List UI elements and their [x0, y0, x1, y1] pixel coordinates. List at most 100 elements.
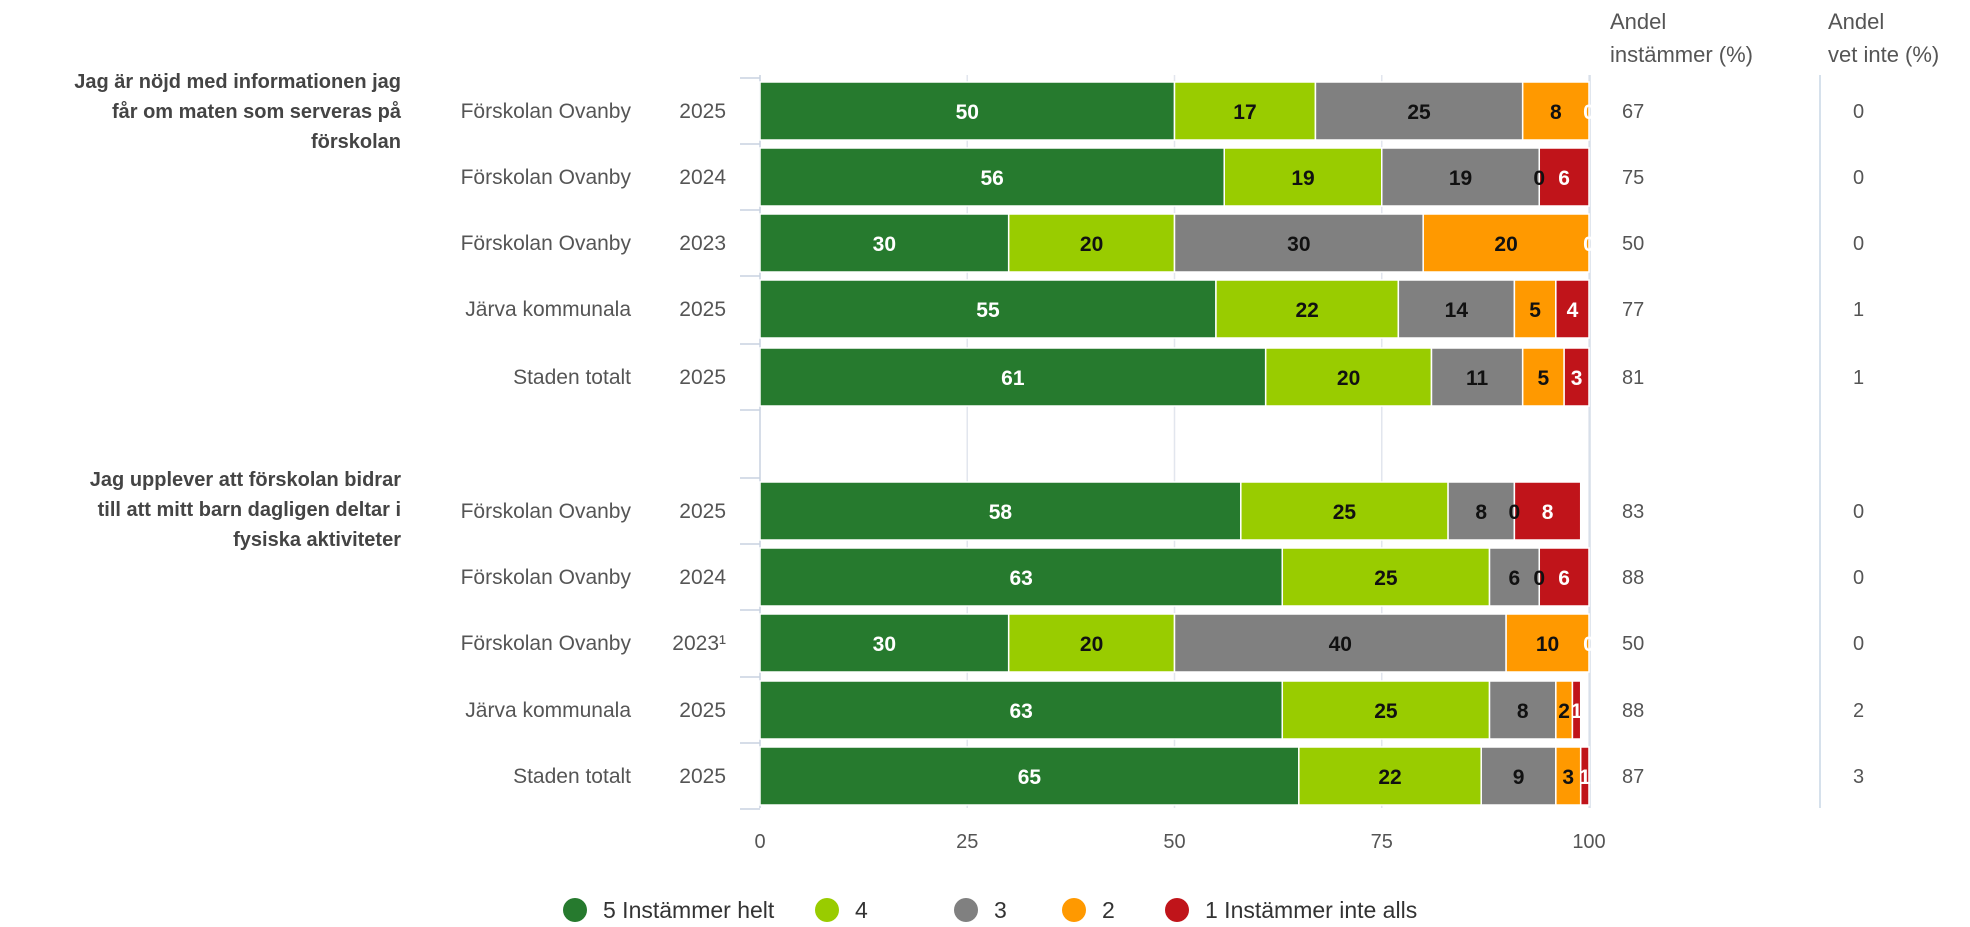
data-label: 0: [1583, 101, 1595, 124]
bar-segment: [1215, 279, 1400, 339]
data-label: 30: [873, 633, 896, 656]
row-name-label: Järva kommunala: [465, 298, 631, 321]
legend-marker[interactable]: [563, 898, 587, 922]
question-label: får om maten som serveras på: [112, 100, 402, 123]
agree-column-header: instämmer (%): [1610, 42, 1753, 67]
data-label: 63: [1009, 567, 1032, 590]
dontknow-column-header: Andel: [1828, 9, 1884, 34]
dontknow-percent: 0: [1853, 567, 1864, 589]
agree-percent: 67: [1622, 101, 1644, 123]
dontknow-percent: 1: [1853, 367, 1864, 389]
row-year-label: 2024: [679, 166, 726, 189]
data-label: 11: [1466, 367, 1489, 390]
bar-segment: [1488, 680, 1557, 740]
agree-percent: 50: [1622, 233, 1644, 255]
legend-marker[interactable]: [1165, 898, 1189, 922]
bar-segment: [1430, 347, 1524, 407]
agree-percent: 87: [1622, 766, 1644, 788]
dontknow-percent: 0: [1853, 167, 1864, 189]
agree-percent: 88: [1622, 567, 1644, 589]
question-label: fysiska aktiviteter: [233, 529, 401, 551]
legend-label[interactable]: 1 Instämmer inte alls: [1205, 897, 1417, 923]
data-label: 63: [1009, 700, 1032, 723]
agree-percent: 77: [1622, 299, 1644, 321]
row-year-label: 2023¹: [672, 632, 726, 655]
data-label: 0: [1583, 233, 1595, 256]
labels: Andel instämmer (%) Andel vet inte (%) Jag ä…: [74, 9, 1939, 789]
dontknow-percent: 1: [1853, 299, 1864, 321]
data-label: 8: [1542, 501, 1554, 524]
data-label: 6: [1509, 567, 1521, 590]
legend-marker[interactable]: [815, 898, 839, 922]
legend-label[interactable]: 3: [994, 897, 1007, 923]
legend-label[interactable]: 5 Instämmer helt: [603, 897, 775, 923]
data-label: 5: [1538, 367, 1550, 390]
bar-segment: [1521, 347, 1565, 407]
agree-percent: 81: [1622, 367, 1644, 389]
row-year-label: 2025: [679, 765, 726, 788]
bar-segment: [1173, 213, 1424, 273]
data-label: 8: [1475, 501, 1487, 524]
bar-segment: [1447, 481, 1516, 541]
bar-segment: [1538, 147, 1590, 207]
dontknow-percent: 2: [1853, 700, 1864, 722]
bar-segment: [1281, 547, 1491, 607]
row-year-label: 2025: [679, 699, 726, 722]
bar-segment: [759, 147, 1225, 207]
x-tick-label: 100: [1572, 831, 1605, 853]
agree-column-header: Andel: [1610, 9, 1666, 34]
data-label: 61: [1001, 367, 1025, 390]
agree-percent: 88: [1622, 700, 1644, 722]
row-name-label: Järva kommunala: [465, 699, 631, 722]
legend-marker[interactable]: [1062, 898, 1086, 922]
bar-segment: [1397, 279, 1516, 339]
data-label: 30: [1287, 233, 1310, 256]
question-label: Jag upplever att förskolan bidrar: [90, 469, 401, 491]
question-label: till att mitt barn dagligen deltar i: [98, 499, 401, 521]
legend[interactable]: 5 Instämmer helt 4 3 2 1 Instämmer inte alls: [563, 897, 1417, 923]
dontknow-percent: 0: [1853, 501, 1864, 523]
data-label: 8: [1550, 101, 1562, 124]
bars: [759, 81, 1590, 806]
data-label: 25: [1374, 700, 1398, 723]
data-label: 5: [1529, 299, 1541, 322]
row-year-label: 2023: [679, 232, 726, 255]
data-label: 9: [1513, 766, 1525, 789]
dontknow-percent: 3: [1853, 766, 1864, 788]
data-label: 65: [1018, 766, 1042, 789]
data-label: 6: [1558, 167, 1570, 190]
data-label: 20: [1337, 367, 1360, 390]
x-tick-label: 75: [1371, 831, 1393, 853]
bar-segment: [1298, 746, 1482, 806]
data-label: 10: [1536, 633, 1559, 656]
bar-segment: [1555, 279, 1590, 339]
bar-segment: [1223, 147, 1383, 207]
data-label: 25: [1407, 101, 1431, 124]
bar-segment: [1173, 613, 1507, 673]
bar-segment: [1513, 481, 1582, 541]
row-year-label: 2024: [679, 566, 726, 589]
row-year-label: 2025: [679, 500, 726, 523]
data-label: 6: [1558, 567, 1570, 590]
data-label: 0: [1533, 567, 1545, 590]
data-label: 3: [1562, 766, 1574, 789]
data-label: 1: [1579, 766, 1591, 789]
legend-marker[interactable]: [954, 898, 978, 922]
legend-label[interactable]: 4: [855, 897, 868, 923]
bar-segment: [1422, 213, 1590, 273]
agree-percent: 83: [1622, 501, 1644, 523]
data-label: 25: [1333, 501, 1357, 524]
row-name-label: Förskolan Ovanby: [461, 232, 632, 255]
data-label: 20: [1080, 233, 1103, 256]
legend-label[interactable]: 2: [1102, 897, 1115, 923]
bar-segment: [759, 213, 1010, 273]
x-tick-label: 50: [1163, 831, 1185, 853]
dontknow-percent: 0: [1853, 101, 1864, 123]
data-label: 25: [1374, 567, 1398, 590]
data-label: 17: [1233, 101, 1256, 124]
agree-percent: 75: [1622, 167, 1644, 189]
dontknow-percent: 0: [1853, 633, 1864, 655]
dontknow-column-header: vet inte (%): [1828, 42, 1939, 67]
bar-segment: [1381, 147, 1541, 207]
bar-segment: [1314, 81, 1524, 141]
